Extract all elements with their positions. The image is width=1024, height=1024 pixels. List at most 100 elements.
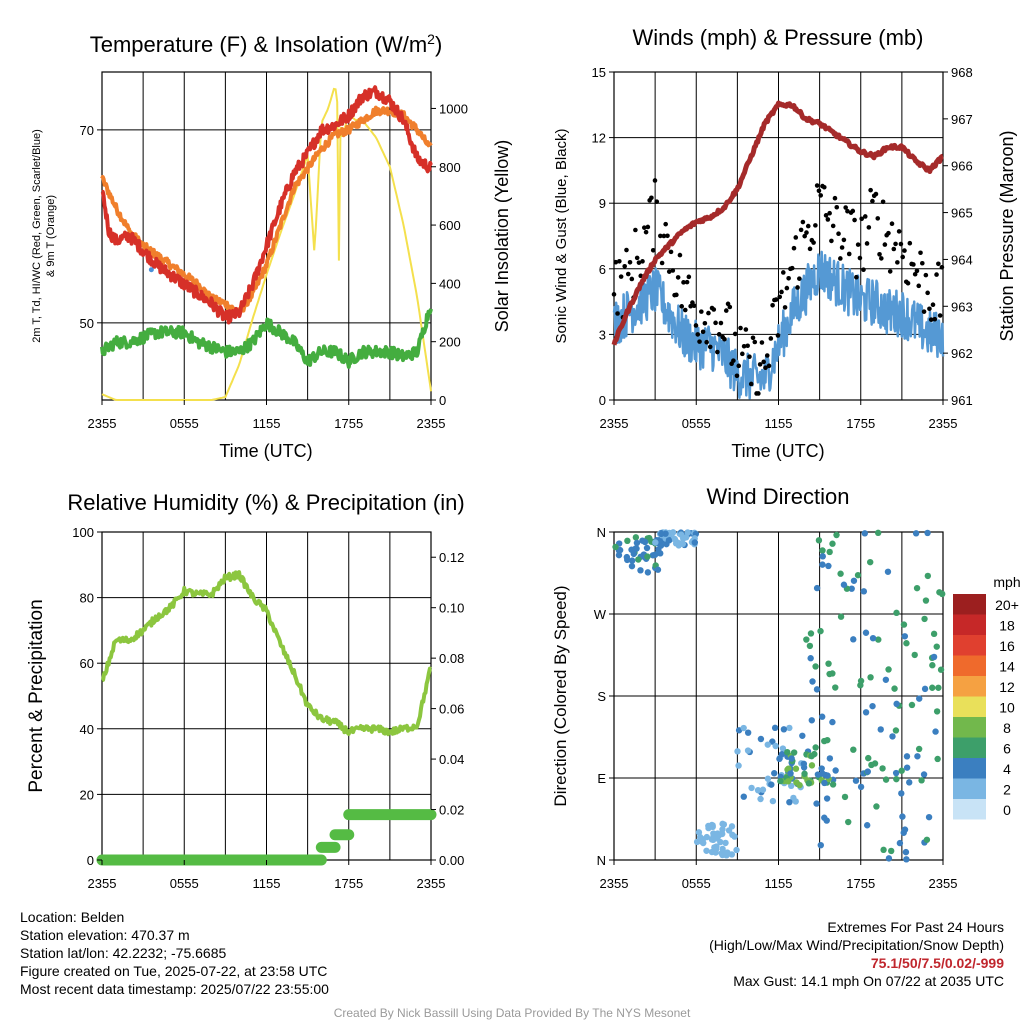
gust-point xyxy=(825,217,831,222)
station-info: Location: Belden Station elevation: 470.… xyxy=(20,908,329,998)
relative-humidity-line xyxy=(101,570,432,737)
x-tick-label: 2355 xyxy=(600,876,629,891)
direction-point xyxy=(703,847,710,854)
y-tick-label: 40 xyxy=(80,722,94,737)
gust-point xyxy=(877,252,882,257)
direction-point xyxy=(777,777,784,785)
gust-point xyxy=(930,302,936,308)
direction-point xyxy=(867,558,874,566)
gust-point xyxy=(736,363,742,369)
direction-point xyxy=(825,562,832,570)
max-gust-text: Max Gust: 14.1 mph On 07/22 at 2035 UTC xyxy=(733,973,1004,989)
gust-point xyxy=(615,311,620,316)
y-tick-label: W xyxy=(594,607,607,622)
gust-point xyxy=(802,233,807,239)
direction-point xyxy=(892,769,900,777)
x-tick-label: 2355 xyxy=(417,416,446,431)
legend-swatch xyxy=(953,635,986,656)
direction-point xyxy=(724,849,731,856)
gust-point xyxy=(666,269,672,274)
direction-point xyxy=(712,846,720,853)
gust-point xyxy=(928,317,934,322)
y-tick-label: 15 xyxy=(592,65,606,80)
gust-point xyxy=(711,307,717,312)
legend-label: 4 xyxy=(1003,761,1011,777)
direction-point xyxy=(912,530,920,537)
direction-point xyxy=(779,745,787,752)
gust-point xyxy=(633,227,638,233)
gust-point xyxy=(818,193,824,198)
solar-insolation-line xyxy=(101,87,432,401)
gust-point xyxy=(893,241,898,247)
gust-point xyxy=(761,359,766,365)
direction-point xyxy=(651,551,659,558)
panel-1: 50 70 0 200 400 600 800 1000 2355 0555 1155 1755 235… xyxy=(31,31,512,461)
direction-point xyxy=(893,700,900,708)
gust-point xyxy=(805,223,811,229)
gust-point xyxy=(773,297,779,302)
chart-title: Temperature (F) & Insolation (W/m2) xyxy=(90,31,443,57)
gust-point xyxy=(804,230,809,235)
temperature-2m-line xyxy=(100,85,433,325)
direction-point xyxy=(805,780,813,787)
gust-point xyxy=(722,336,727,342)
direction-point xyxy=(693,838,701,846)
legend-label: 14 xyxy=(999,659,1015,675)
direction-point xyxy=(658,530,665,538)
gust-point xyxy=(715,349,720,355)
panel-3: 0 20 40 60 80 100 0.00 0.02 0.04 0.06 0.08 0.10 0.12… xyxy=(26,490,465,891)
direction-point xyxy=(908,701,916,709)
gust-point xyxy=(649,195,654,201)
direction-point xyxy=(921,685,929,693)
direction-point xyxy=(780,726,788,733)
y2-tick-label: 962 xyxy=(951,346,973,361)
direction-point xyxy=(922,597,930,604)
gust-point xyxy=(677,252,683,258)
direction-point xyxy=(768,781,775,788)
direction-point xyxy=(792,798,799,805)
direction-point xyxy=(819,553,826,560)
direction-point xyxy=(744,747,752,754)
gust-point xyxy=(891,246,897,252)
gust-point xyxy=(650,247,656,253)
direction-point xyxy=(898,767,905,774)
direction-point xyxy=(845,818,852,826)
direction-point xyxy=(889,733,896,740)
gust-point xyxy=(841,237,847,243)
gust-point xyxy=(750,335,756,341)
gust-point xyxy=(763,365,768,371)
direction-point xyxy=(817,627,824,635)
gust-point xyxy=(777,294,783,300)
gust-point xyxy=(854,274,859,280)
direction-point xyxy=(624,537,631,545)
gust-point xyxy=(791,245,797,251)
direction-point xyxy=(719,820,726,828)
direction-point xyxy=(691,539,699,546)
direction-point xyxy=(806,642,814,650)
direction-point xyxy=(901,633,909,640)
direction-point xyxy=(713,835,721,842)
temperature-9m-line xyxy=(100,105,433,316)
direction-point xyxy=(837,570,844,577)
direction-point xyxy=(808,752,815,760)
speed-legend: mph 20+ 18 16 14 12 10 8 6 4 2 0 xyxy=(953,574,1021,820)
direction-point xyxy=(832,767,839,774)
gust-point xyxy=(780,270,786,275)
gust-point xyxy=(793,235,799,240)
direction-point xyxy=(792,765,800,772)
y-axis-label-line2: & 9m T (Orange) xyxy=(45,195,57,277)
gust-point xyxy=(807,246,813,252)
direction-point xyxy=(728,823,736,830)
direction-point xyxy=(861,530,869,537)
chart-title: Relative Humidity (%) & Precipitation (i… xyxy=(67,490,464,515)
direction-point xyxy=(892,727,900,734)
y-tick-label: 60 xyxy=(80,656,94,671)
direction-point xyxy=(759,786,767,793)
gust-point xyxy=(747,354,752,360)
direction-point xyxy=(771,770,778,777)
direction-point xyxy=(644,553,651,560)
chart-title: Winds (mph) & Pressure (mb) xyxy=(633,25,924,50)
legend-swatch xyxy=(953,594,986,615)
direction-point xyxy=(906,779,913,786)
direction-point xyxy=(869,634,877,642)
